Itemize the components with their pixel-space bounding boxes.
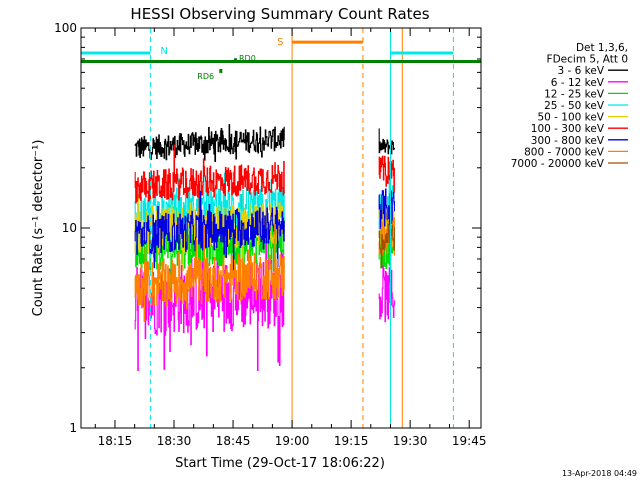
series-trace-0-0 (134, 124, 285, 163)
axis-layer: 18:15 18:30 18:45 19:00 19:15 19:30 19:45 1 10 10… (54, 21, 486, 448)
y-tick-label-2: 100 (54, 21, 77, 35)
series-trace-0-1 (378, 128, 395, 155)
legend-entry-label-4: 50 - 100 keV (537, 112, 604, 124)
series-trace-5-0 (134, 144, 285, 220)
series-trace-2-0 (134, 194, 285, 287)
x-tick-label-3: 19:00 (275, 434, 310, 448)
rd6-label: RD6 (197, 72, 214, 81)
x-tick-label-4: 19:15 (334, 434, 369, 448)
x-tick-label-5: 19:30 (393, 434, 428, 448)
series-trace-7-0 (134, 224, 285, 322)
y-axis-label: Count Rate (s⁻¹ detector⁻¹) (31, 140, 46, 317)
x-tick-label-0: 18:15 (98, 434, 133, 448)
series-trace-5-1 (378, 155, 395, 193)
x-tick-label-6: 19:45 (452, 434, 487, 448)
chart-title: HESSI Observing Summary Count Rates (130, 5, 429, 23)
legend-entry-label-3: 25 - 50 keV (544, 100, 605, 112)
y-tick-label-0: 1 (69, 421, 77, 435)
legend-header-line-0: Det 1,3,6, (576, 42, 628, 54)
legend-entry-label-0: 3 - 6 keV (557, 65, 604, 77)
saa-label: S (277, 37, 283, 48)
series-trace-6-1 (378, 188, 395, 229)
legend-entry-label-8: 7000 - 20000 keV (511, 158, 605, 170)
legend-entry-label-2: 12 - 25 keV (544, 88, 605, 100)
footer-date: 13-Apr-2018 04:49 (562, 469, 637, 478)
series-trace-1-1 (378, 246, 395, 323)
legend-entry-label-7: 800 - 7000 keV (524, 146, 605, 158)
series-trace-8-0 (378, 223, 395, 268)
night-label: N (160, 46, 167, 57)
legend-header-line-1: FDecim 5, Att 0 (547, 54, 628, 66)
legend-entry-label-5: 100 - 300 keV (531, 123, 605, 135)
rd0-label: RD0 (239, 54, 256, 63)
series-trace-6-0 (134, 190, 285, 271)
x-axis-label: Start Time (29-Oct-17 18:06:22) (175, 456, 385, 471)
x-tick-label-2: 18:45 (216, 434, 251, 448)
annotation-layer: N S RD0 RD6 (80, 28, 481, 428)
rd6-marker (219, 68, 223, 73)
x-tick-label-1: 18:30 (157, 434, 192, 448)
legend-entry-label-1: 6 - 12 keV (551, 77, 605, 89)
rd0-marker (233, 58, 237, 63)
data-layer (134, 124, 395, 371)
y-tick-label-1: 10 (62, 221, 77, 235)
legend-entry-label-6: 300 - 800 keV (531, 135, 605, 147)
